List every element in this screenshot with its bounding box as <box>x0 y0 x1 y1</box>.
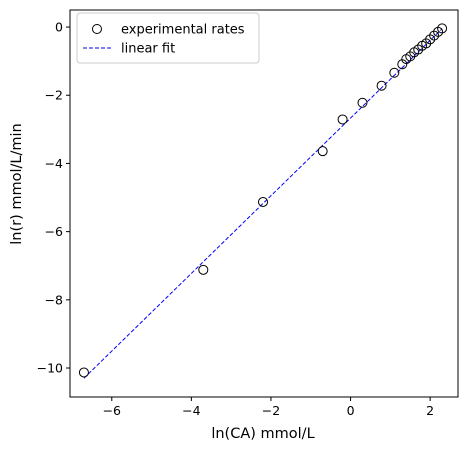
data-point <box>437 23 448 34</box>
data-point <box>198 264 209 275</box>
y-axis-title: ln(r) mmol/L/min <box>9 123 25 244</box>
y-tick-label: 0 <box>55 20 63 35</box>
x-tick-label: −6 <box>103 403 121 418</box>
data-point <box>317 146 328 157</box>
y-tick-label: −2 <box>45 88 63 103</box>
axes-frame <box>69 9 459 398</box>
legend: experimental rates linear fit <box>76 12 260 64</box>
x-tick-label: 2 <box>426 403 434 418</box>
axes: −6 −4 −2 0 2 0 −2 −4 −6 −8 −10 <box>37 9 459 418</box>
fit-line <box>83 28 443 379</box>
legend-box <box>76 12 260 64</box>
plot-area <box>78 23 448 379</box>
legend-label-linear-fit: linear fit <box>121 42 175 57</box>
data-point <box>376 80 387 91</box>
data-point <box>337 114 348 125</box>
legend-label-experimental-rates: experimental rates <box>121 23 245 38</box>
data-point <box>389 67 400 78</box>
y-tick-label: −10 <box>37 361 63 376</box>
y-tick-label: −6 <box>45 224 63 239</box>
y-tick-label: −4 <box>45 156 63 171</box>
y-tick-label: −8 <box>45 292 63 307</box>
data-point <box>258 196 269 207</box>
x-tick-label: −4 <box>182 403 200 418</box>
data-point <box>357 97 368 108</box>
x-tick-label: −2 <box>262 403 280 418</box>
data-point <box>78 367 89 378</box>
legend-marker-experimental-rates <box>92 24 102 34</box>
x-tick-label: 0 <box>347 403 355 418</box>
x-axis-title: ln(CA) mmol/L <box>211 426 314 442</box>
